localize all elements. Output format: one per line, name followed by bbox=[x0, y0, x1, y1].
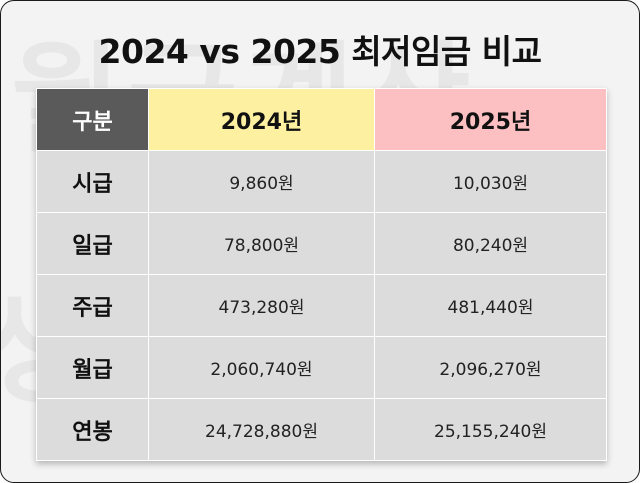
value-2024-monthly: 2,060,740원 bbox=[148, 336, 375, 399]
value-2025-weekly: 481,440원 bbox=[374, 274, 607, 337]
value-2024-weekly: 473,280원 bbox=[148, 274, 375, 337]
value-2025-monthly: 2,096,270원 bbox=[374, 336, 607, 399]
row-label-hourly: 시급 bbox=[36, 150, 149, 213]
value-2025-hourly: 10,030원 bbox=[374, 150, 607, 213]
header-2025-cell: 2025년 bbox=[374, 88, 607, 151]
table-row-annual: 연봉 24,728,880원 25,155,240원 bbox=[36, 398, 607, 461]
table-header-row: 구분 2024년 2025년 bbox=[36, 88, 607, 151]
table-row-daily: 일급 78,800원 80,240원 bbox=[36, 212, 607, 275]
page-title: 2024 vs 2025 최저임금 비교 bbox=[98, 32, 542, 71]
row-label-daily: 일급 bbox=[36, 212, 149, 275]
header-2024-cell: 2024년 bbox=[148, 88, 375, 151]
wage-comparison-table: 구분 2024년 2025년 시급 9,860원 10,030원 일급 78,8… bbox=[36, 88, 607, 461]
row-label-weekly: 주급 bbox=[36, 274, 149, 337]
value-2025-daily: 80,240원 bbox=[374, 212, 607, 275]
value-2024-daily: 78,800원 bbox=[148, 212, 375, 275]
table-row-weekly: 주급 473,280원 481,440원 bbox=[36, 274, 607, 337]
table-row-monthly: 월급 2,060,740원 2,096,270원 bbox=[36, 336, 607, 399]
value-2024-hourly: 9,860원 bbox=[148, 150, 375, 213]
row-label-monthly: 월급 bbox=[36, 336, 149, 399]
value-2025-annual: 25,155,240원 bbox=[374, 398, 607, 461]
header-label-cell: 구분 bbox=[36, 88, 149, 151]
row-label-annual: 연봉 bbox=[36, 398, 149, 461]
value-2024-annual: 24,728,880원 bbox=[148, 398, 375, 461]
table-row-hourly: 시급 9,860원 10,030원 bbox=[36, 150, 607, 213]
